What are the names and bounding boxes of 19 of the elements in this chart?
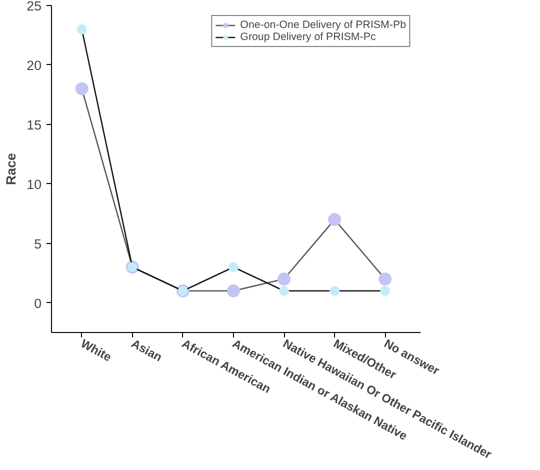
y-axis-title: Race: [4, 153, 19, 185]
legend-label: One-on-One Delivery of PRISM-Pb: [240, 19, 406, 31]
y-tick-label: 0: [34, 296, 42, 311]
point: [279, 286, 290, 296]
point: [75, 82, 88, 96]
point: [328, 213, 342, 226]
point: [76, 24, 87, 34]
y-tick-label: 25: [26, 0, 42, 14]
y-tick-label: 5: [34, 236, 42, 252]
y-tick-label: 10: [26, 176, 42, 192]
point: [378, 272, 392, 286]
y-tick-label: 20: [26, 58, 42, 73]
point: [330, 286, 340, 296]
point: [228, 262, 238, 272]
point: [226, 284, 240, 298]
point: [380, 286, 390, 296]
legend-label: Group Delivery of PRISM-Pc: [240, 31, 376, 43]
point: [278, 272, 291, 286]
y-tick-label: 15: [26, 117, 42, 132]
